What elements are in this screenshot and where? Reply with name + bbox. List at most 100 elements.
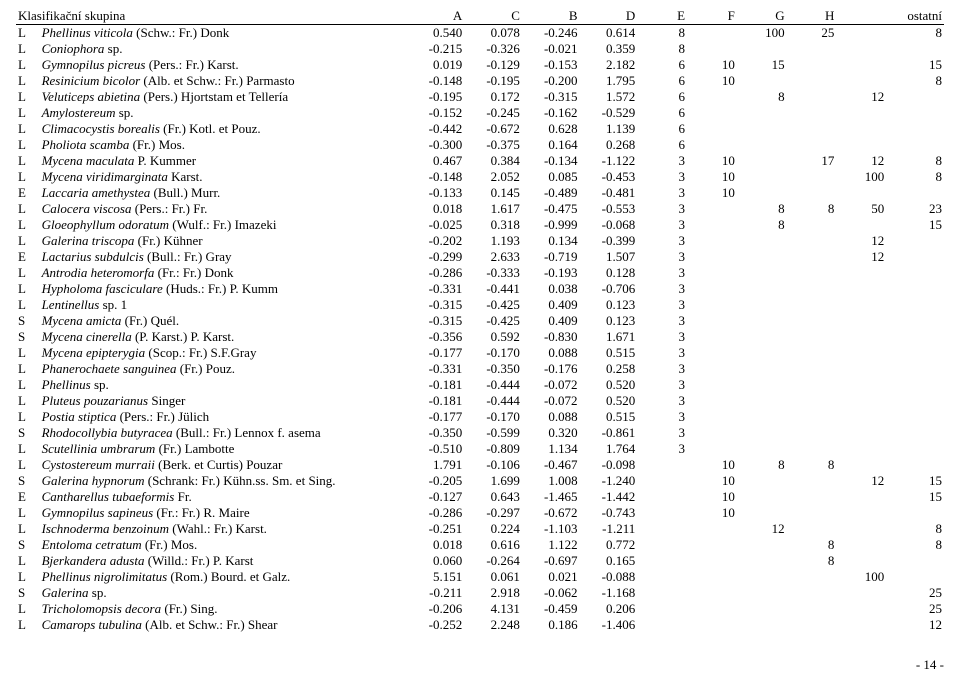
row-num: -0.999 (522, 217, 580, 233)
row-name: Antrodia heteromorfa (Fr.: Fr.) Donk (40, 265, 407, 281)
row-code: L (16, 505, 40, 521)
row-val: 3 (637, 217, 687, 233)
row-num: -0.062 (522, 585, 580, 601)
row-name: Mycena epipterygia (Scop.: Fr.) S.F.Gray (40, 345, 407, 361)
row-name: Ischnoderma benzoinum (Wahl.: Fr.) Karst… (40, 521, 407, 537)
row-num: -0.331 (407, 361, 465, 377)
row-val (836, 313, 886, 329)
row-num: -0.153 (522, 57, 580, 73)
row-val (737, 313, 787, 329)
row-num: 0.021 (522, 569, 580, 585)
row-name: Lactarius subdulcis (Bull.: Fr.) Gray (40, 249, 407, 265)
row-name: Pholiota scamba (Fr.) Mos. (40, 137, 407, 153)
row-num: 2.918 (464, 585, 522, 601)
row-val (687, 297, 737, 313)
page-footer: - 14 - (16, 657, 944, 673)
row-num: -0.134 (522, 153, 580, 169)
table-row: SMycena cinerella (P. Karst.) P. Karst.-… (16, 329, 944, 345)
row-val (836, 185, 886, 201)
header-b: B (522, 8, 580, 25)
row-num: -0.441 (464, 281, 522, 297)
row-val (787, 377, 837, 393)
row-num: -0.459 (522, 601, 580, 617)
table-body: LPhellinus viticola (Schw.: Fr.) Donk0.5… (16, 25, 944, 634)
row-val (737, 105, 787, 121)
row-code: S (16, 473, 40, 489)
row-num: -0.356 (407, 329, 465, 345)
row-val: 12 (836, 153, 886, 169)
row-name: Phanerochaete sanguinea (Fr.) Pouz. (40, 361, 407, 377)
row-name: Lentinellus sp. 1 (40, 297, 407, 313)
row-val (737, 265, 787, 281)
row-name: Postia stiptica (Pers.: Fr.) Jülich (40, 409, 407, 425)
row-val (787, 185, 837, 201)
row-num: -0.326 (464, 41, 522, 57)
row-val (836, 601, 886, 617)
row-val: 3 (637, 201, 687, 217)
row-val (737, 329, 787, 345)
table-row: LGymnopilus sapineus (Fr.: Fr.) R. Maire… (16, 505, 944, 521)
row-val (737, 233, 787, 249)
row-val (836, 329, 886, 345)
row-num: -0.177 (407, 409, 465, 425)
row-num: -0.481 (580, 185, 638, 201)
table-row: LPhellinus nigrolimitatus (Rom.) Bourd. … (16, 569, 944, 585)
row-num: -0.021 (522, 41, 580, 57)
row-num: 1.795 (580, 73, 638, 89)
row-code: E (16, 185, 40, 201)
row-val (787, 585, 837, 601)
row-num: -0.162 (522, 105, 580, 121)
row-num: 0.318 (464, 217, 522, 233)
row-num: 0.123 (580, 313, 638, 329)
row-val: 12 (836, 249, 886, 265)
row-num: 4.131 (464, 601, 522, 617)
row-name: Mycena maculata P. Kummer (40, 153, 407, 169)
row-num: -0.170 (464, 409, 522, 425)
row-code: L (16, 25, 40, 42)
row-val (737, 409, 787, 425)
row-val (836, 393, 886, 409)
row-code: L (16, 409, 40, 425)
row-val (787, 441, 837, 457)
row-val (637, 473, 687, 489)
row-code: L (16, 217, 40, 233)
row-num: 0.018 (407, 201, 465, 217)
row-val (687, 361, 737, 377)
row-name: Galerina sp. (40, 585, 407, 601)
row-val (737, 489, 787, 505)
row-num: 0.409 (522, 297, 580, 313)
row-val: 3 (637, 361, 687, 377)
table-row: SGalerina hypnorum (Schrank: Fr.) Kühn.s… (16, 473, 944, 489)
row-num: 0.224 (464, 521, 522, 537)
row-val: 3 (637, 313, 687, 329)
row-val (737, 553, 787, 569)
row-code: L (16, 57, 40, 73)
row-val (737, 41, 787, 57)
row-val (836, 41, 886, 57)
row-name: Gymnopilus picreus (Pers.: Fr.) Karst. (40, 57, 407, 73)
row-val: 3 (637, 265, 687, 281)
row-val: 6 (637, 137, 687, 153)
row-num: -0.444 (464, 393, 522, 409)
row-num: 1.134 (522, 441, 580, 457)
row-num: -0.129 (464, 57, 522, 73)
row-val (687, 105, 737, 121)
row-val (886, 265, 944, 281)
row-name: Hypholoma fasciculare (Huds.: Fr.) P. Ku… (40, 281, 407, 297)
row-val (787, 489, 837, 505)
table-row: LPholiota scamba (Fr.) Mos.-0.300-0.3750… (16, 137, 944, 153)
row-val (687, 233, 737, 249)
row-num: -0.215 (407, 41, 465, 57)
row-val (687, 393, 737, 409)
row-val (737, 153, 787, 169)
row-num: 0.520 (580, 393, 638, 409)
row-name: Phellinus sp. (40, 377, 407, 393)
row-val (886, 345, 944, 361)
row-val: 6 (637, 73, 687, 89)
row-num: 0.085 (522, 169, 580, 185)
row-val: 25 (886, 585, 944, 601)
row-val (886, 441, 944, 457)
row-val: 15 (737, 57, 787, 73)
row-val: 3 (637, 393, 687, 409)
row-val (836, 441, 886, 457)
